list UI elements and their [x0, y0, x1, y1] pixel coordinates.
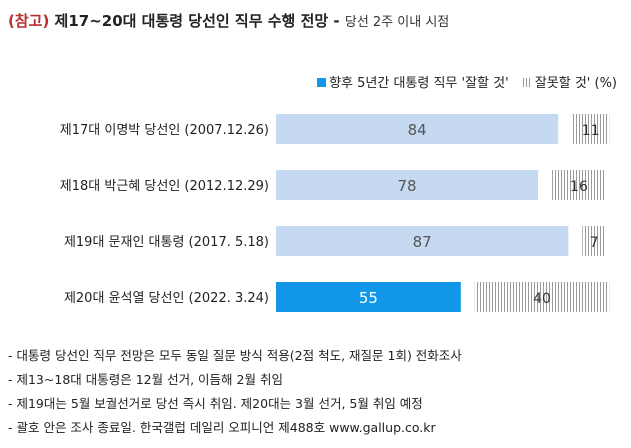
- category-label: 제20대 윤석열 당선인 (2022. 3.24): [64, 291, 269, 306]
- footnote: - 제13~18대 대통령은 12월 선거, 이듬해 2월 취임: [8, 372, 283, 387]
- bar-bad-value-label: 40: [533, 291, 551, 307]
- bar-good-value-label: 55: [359, 289, 378, 307]
- bar-bad-value-label: 11: [582, 123, 600, 139]
- category-label: 제18대 박근혜 당선인 (2012.12.29): [60, 179, 269, 194]
- bar-good: [276, 114, 559, 144]
- bar-bad: [552, 170, 606, 200]
- footnote: - 대통령 당선인 직무 전망은 모두 동일 질문 방식 적용(2점 척도, 재…: [8, 348, 462, 363]
- bar-good: [276, 226, 569, 256]
- title-main: 제17~20대 대통령 당선인 직무 수행 전망 -: [54, 12, 340, 30]
- bar-bad: [582, 226, 606, 256]
- legend-label-bad: 잘못할 것' (%): [534, 76, 617, 91]
- bar-good-value-label: 78: [397, 177, 416, 195]
- legend-swatch-bad: [522, 78, 532, 87]
- bar-good-value-label: 84: [408, 121, 427, 139]
- bar-bad-value-label: 16: [570, 179, 588, 195]
- legend-swatch-good: [317, 78, 327, 87]
- footnote: - 제19대는 5월 보궐선거로 당선 즉시 취임. 제20대는 3월 선거, …: [8, 396, 423, 411]
- footnote: - 괄호 안은 조사 종료일. 한국갤럽 데일리 오피니언 제488호 www.…: [8, 420, 436, 435]
- footnotes: - 대통령 당선인 직무 전망은 모두 동일 질문 방식 적용(2점 척도, 재…: [8, 344, 462, 440]
- chart-title: (참고) 제17~20대 대통령 당선인 직무 수행 전망 - 당선 2주 이내…: [8, 10, 449, 31]
- bar-good-value-label: 87: [413, 233, 432, 251]
- bar-good: [276, 170, 539, 200]
- title-subtitle: 당선 2주 이내 시점: [344, 15, 450, 30]
- bar-bad: [474, 282, 610, 312]
- bar-bad-value-label: 7: [590, 235, 599, 251]
- title-reference-tag: (참고): [8, 12, 50, 30]
- bar-good: [276, 282, 461, 312]
- category-label: 제19대 문재인 대통령 (2017. 5.18): [64, 235, 269, 250]
- bar-bad: [572, 114, 610, 144]
- category-label: 제17대 이명박 당선인 (2007.12.26): [60, 123, 269, 138]
- legend-label-good: 향후 5년간 대통령 직무 '잘할 것': [329, 76, 509, 91]
- chart-legend: 향후 5년간 대통령 직무 '잘할 것' 잘못할 것' (%): [317, 72, 617, 91]
- stacked-bar-chart: 제17대 이명박 당선인 (2007.12.26) 84 11 제18대 박근혜 당선…: [60, 114, 610, 312]
